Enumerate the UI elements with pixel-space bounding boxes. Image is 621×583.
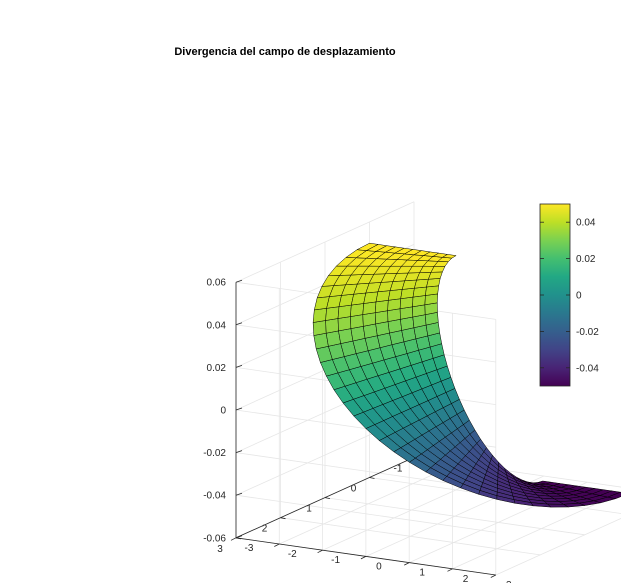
y-tick [369,477,375,479]
z-tick-label: 0 [220,406,226,417]
z-tick-label: -0.06 [203,533,226,544]
y-tick-label: -1 [394,463,403,474]
surface-patch [442,254,457,259]
surface-patch [363,291,379,304]
colorbar-tick-label: -0.02 [576,327,599,338]
z-tick-label: -0.04 [203,491,226,502]
surface-patch [350,314,364,329]
surface-patch [362,312,376,327]
surface-patch [399,296,414,309]
grid-line [279,463,458,545]
y-axis-line [235,457,415,539]
y-tick-label: 2 [262,524,268,535]
surface-patch [399,306,414,320]
surface-patch [338,328,354,344]
z-tick-label: 0.04 [207,320,227,331]
colorbar-tick-label: 0 [576,291,582,302]
surface-patch [312,308,327,323]
x-tick [230,537,237,541]
x-tick-label: 1 [419,568,425,579]
x-tick-label: 0 [376,561,382,572]
surface-patch [337,304,352,319]
surface-patch [325,330,341,347]
surface-patch [362,301,377,315]
surface-patch [337,316,352,332]
x-tick-label: -3 [245,543,254,554]
surface-patch [607,491,621,499]
y-tick-label: 3 [217,544,223,555]
surface-patch [313,332,329,350]
x-tick [404,562,410,566]
x-tick-label: 2 [463,574,469,583]
colorbar-gradient [539,203,571,387]
surface-patch [325,306,340,321]
colorbar: -0.04 -0.02 0 0.02 0.04 [539,203,599,387]
z-tick [235,450,243,453]
z-tick [235,365,243,368]
surface-patch [350,326,366,342]
surface-patch [375,290,391,303]
surface-patch [400,287,415,299]
colorbar-tick-label: -0.04 [576,363,599,374]
y-tick [280,517,286,520]
surface-patch [425,285,439,296]
surface-patch [312,320,327,336]
colorbar-tick-label: 0.04 [576,218,596,229]
z-tick [235,322,243,326]
colorbar-tick-label: 0.02 [576,254,596,265]
z-tick-label: 0.06 [207,278,227,289]
x-tick-label: 3 [506,580,512,583]
surface-patch [374,300,389,313]
z-tick [235,492,243,496]
surface-patch [325,318,339,334]
surface-patch [412,295,426,308]
z-tick-label: -0.02 [203,448,226,459]
y-tick [324,497,331,499]
z-tick [235,535,243,539]
grid-line [495,518,621,576]
plot-axes: -0.06 -0.04 -0.02 0 0.02 0.04 0.06 -3 -2 -1 0 1 2 3 -1… [203,201,621,583]
surface-patch [412,286,427,298]
y-tick [235,537,242,540]
surface-patch [388,289,403,301]
surface-patch [350,303,364,317]
z-tick [235,279,243,283]
y-tick-label: 0 [351,484,357,495]
z-tick [235,407,243,411]
surface-patch [426,278,441,288]
surface-plot [312,242,621,508]
surface-patch [428,271,443,280]
x-tick [317,549,323,554]
y-tick-label: 1 [306,504,312,515]
x-tick-label: -2 [288,549,297,560]
surface-patch [374,310,389,325]
x-tick-label: -1 [331,555,340,566]
chart-title: Divergencia del campo de desplazamiento [174,46,396,58]
x-tick [274,543,280,547]
surface-patch [387,298,401,311]
z-tick-label: 0.02 [207,363,227,374]
x-tick [360,556,367,560]
x-tick [447,568,453,572]
x-tick [490,574,496,578]
